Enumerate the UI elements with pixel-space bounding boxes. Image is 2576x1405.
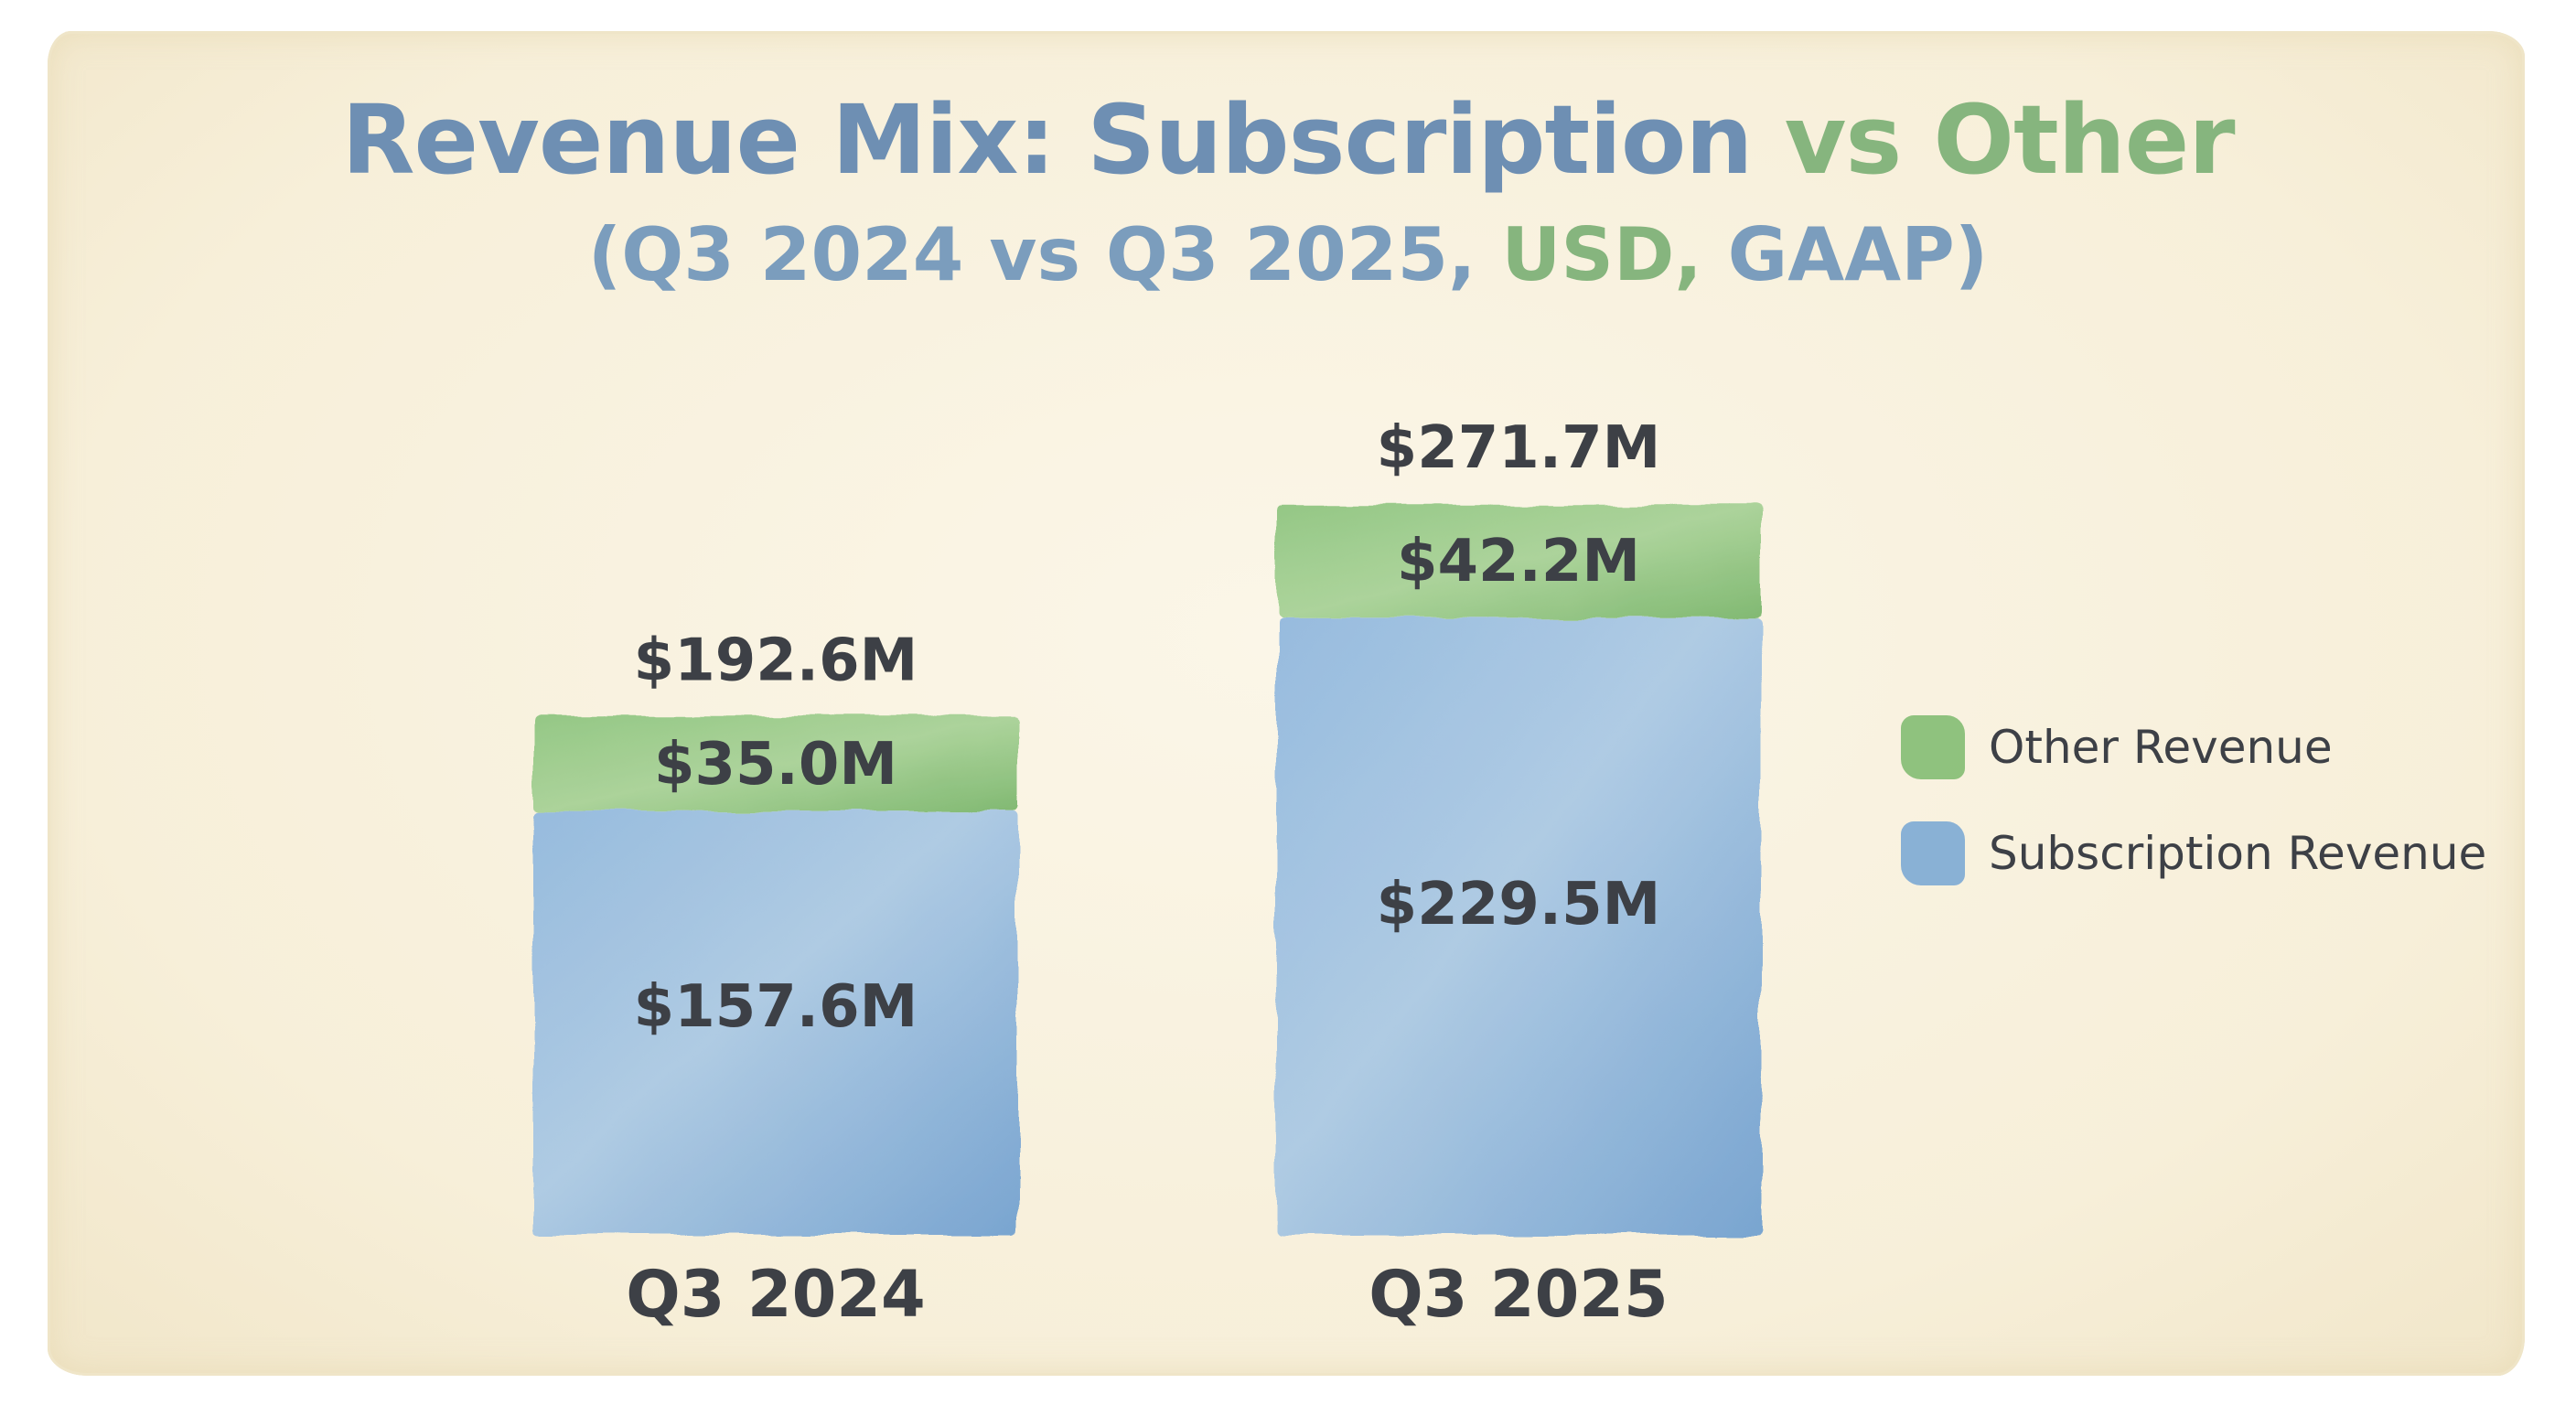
title-main: Revenue Mix: Subscription bbox=[341, 84, 1753, 196]
subtitle-basis: GAAP) bbox=[1727, 212, 1989, 297]
legend-swatch-other bbox=[1901, 715, 1965, 779]
title-vs-other: vs Other bbox=[1784, 84, 2236, 196]
bar-subscription-q3-2025 bbox=[1276, 617, 1761, 1235]
legend-swatch-subscription bbox=[1901, 821, 1965, 885]
data-label-other-q3-2025: $42.2M bbox=[1397, 528, 1640, 595]
x-tick-label-q3-2024: Q3 2024 bbox=[626, 1257, 925, 1332]
total-label-q3-2025: $271.7M bbox=[1377, 414, 1661, 482]
legend-label-subscription: Subscription Revenue bbox=[1989, 827, 2487, 880]
subtitle-currency: USD, bbox=[1501, 212, 1702, 297]
bar-subscription-q3-2024 bbox=[533, 810, 1018, 1235]
legend-label-other: Other Revenue bbox=[1989, 721, 2333, 774]
legend-item-subscription: Subscription Revenue bbox=[1901, 820, 2486, 887]
total-label-q3-2024: $192.6M bbox=[634, 627, 918, 694]
bar-other-q3-2025 bbox=[1276, 504, 1761, 618]
data-label-subscription-q3-2024: $157.6M bbox=[634, 973, 918, 1041]
data-label-subscription-q3-2025: $229.5M bbox=[1377, 871, 1661, 938]
legend: Other Revenue Subscription Revenue bbox=[1901, 713, 2486, 926]
chart-subtitle: (Q3 2024 vs Q3 2025, USD, GAAP) bbox=[0, 212, 2576, 297]
chart-title: Revenue Mix: Subscription vs Other bbox=[0, 84, 2576, 196]
bar-other-q3-2024 bbox=[533, 716, 1018, 811]
legend-item-other: Other Revenue bbox=[1901, 713, 2486, 781]
data-label-other-q3-2024: $35.0M bbox=[654, 731, 897, 799]
x-tick-label-q3-2025: Q3 2025 bbox=[1368, 1257, 1668, 1332]
subtitle-period: (Q3 2024 vs Q3 2025, bbox=[587, 212, 1476, 297]
